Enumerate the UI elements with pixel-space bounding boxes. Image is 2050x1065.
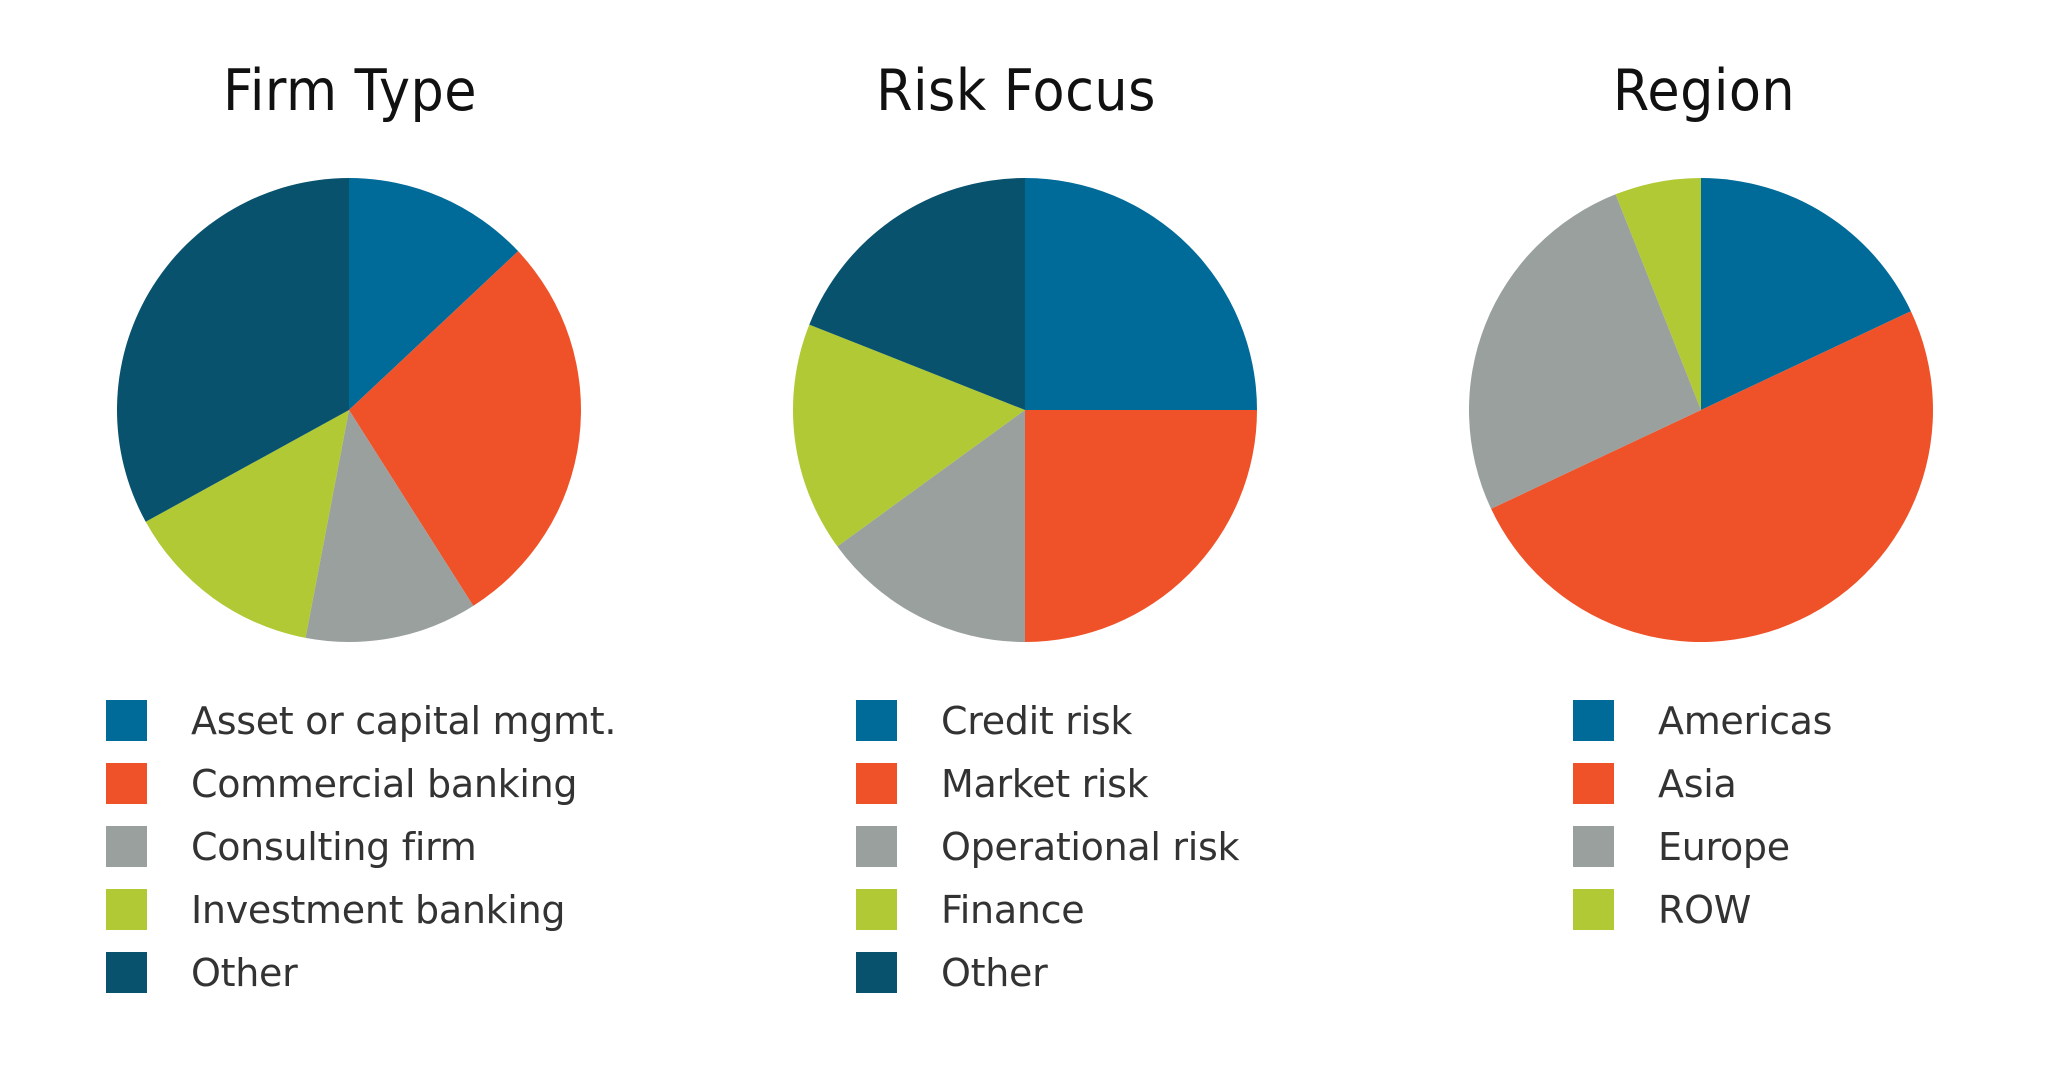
- pie-slice-americas: [1701, 178, 1911, 410]
- legend-label: Investment banking: [191, 887, 566, 932]
- legend-item: Operational risk: [856, 824, 1240, 869]
- pie-slice-finance: [793, 324, 1025, 547]
- pie-slice-consulting-firm: [305, 410, 474, 642]
- legend-item: Other: [106, 950, 616, 995]
- legend-swatch-europe: [1573, 826, 1614, 867]
- legend-item: Americas: [1573, 698, 1833, 743]
- legend-swatch-credit: [856, 700, 897, 741]
- legend-swatch-finance: [856, 889, 897, 930]
- pie-slice-operational-risk: [837, 410, 1025, 642]
- legend-label: Commercial banking: [191, 761, 578, 806]
- legend-label: Other: [191, 950, 298, 995]
- pie-slice-other: [809, 178, 1025, 410]
- legend-label: ROW: [1658, 887, 1751, 932]
- legend-label: Other: [941, 950, 1048, 995]
- region-legend: Americas Asia Europe ROW: [1573, 698, 1833, 952]
- risk-focus-title: Risk Focus: [876, 58, 1156, 124]
- legend-item: Asset or capital mgmt.: [106, 698, 617, 743]
- legend-item: Europe: [1573, 824, 1832, 869]
- pie-slice-other: [117, 178, 350, 522]
- legend-label: Market risk: [941, 761, 1149, 806]
- legend-label: Operational risk: [941, 824, 1240, 869]
- legend-swatch-commercial: [106, 763, 147, 804]
- legend-label: Asia: [1658, 761, 1737, 806]
- firm-type-pie: [117, 178, 582, 642]
- legend-label: Credit risk: [941, 698, 1133, 743]
- legend-swatch-other: [856, 952, 897, 993]
- legend-swatch-asia: [1573, 763, 1614, 804]
- pie-slice-asset-or-capital-mgmt: [349, 178, 519, 410]
- legend-swatch-row: [1573, 889, 1614, 930]
- firm-type-title: Firm Type: [223, 58, 477, 124]
- pie-slice-commercial-banking: [349, 251, 582, 606]
- region-pie: [1469, 178, 1933, 642]
- legend-item: Finance: [856, 887, 1239, 932]
- pie-slice-asia: [1491, 311, 1933, 642]
- pie-slice-investment-banking: [145, 410, 349, 638]
- legend-item: Other: [856, 950, 1239, 995]
- legend-item: Credit risk: [856, 698, 1239, 743]
- legend-swatch-americas: [1573, 700, 1614, 741]
- legend-swatch-asset: [106, 700, 147, 741]
- legend-swatch-operational: [856, 826, 897, 867]
- legend-item: Commercial banking: [106, 761, 616, 806]
- legend-item: Market risk: [856, 761, 1239, 806]
- legend-item: Investment banking: [106, 887, 616, 932]
- legend-label: Consulting firm: [191, 824, 477, 869]
- legend-item: ROW: [1573, 887, 1832, 932]
- legend-label: Europe: [1658, 824, 1790, 869]
- legend-item: Asia: [1573, 761, 1832, 806]
- legend-item: Consulting firm: [106, 824, 616, 869]
- pie-slice-row: [1615, 178, 1701, 410]
- pie-slice-market-risk: [1025, 410, 1257, 642]
- legend-swatch-consulting: [106, 826, 147, 867]
- legend-label: Americas: [1658, 698, 1833, 743]
- pie-slice-europe: [1469, 194, 1701, 509]
- legend-swatch-investment: [106, 889, 147, 930]
- legend-label: Finance: [941, 887, 1085, 932]
- legend-label: Asset or capital mgmt.: [191, 698, 617, 743]
- firm-type-panel: Firm Type Asset or capital mgmt. Commerc…: [0, 0, 700, 1065]
- pie-slice-credit-risk: [1025, 178, 1257, 410]
- region-title: Region: [1612, 58, 1796, 124]
- legend-swatch-market: [856, 763, 897, 804]
- legend-swatch-other: [106, 952, 147, 993]
- risk-focus-legend: Credit risk Market risk Operational risk…: [856, 698, 1240, 1015]
- firm-type-legend: Asset or capital mgmt. Commercial bankin…: [106, 698, 617, 1015]
- risk-focus-pie: [793, 178, 1257, 642]
